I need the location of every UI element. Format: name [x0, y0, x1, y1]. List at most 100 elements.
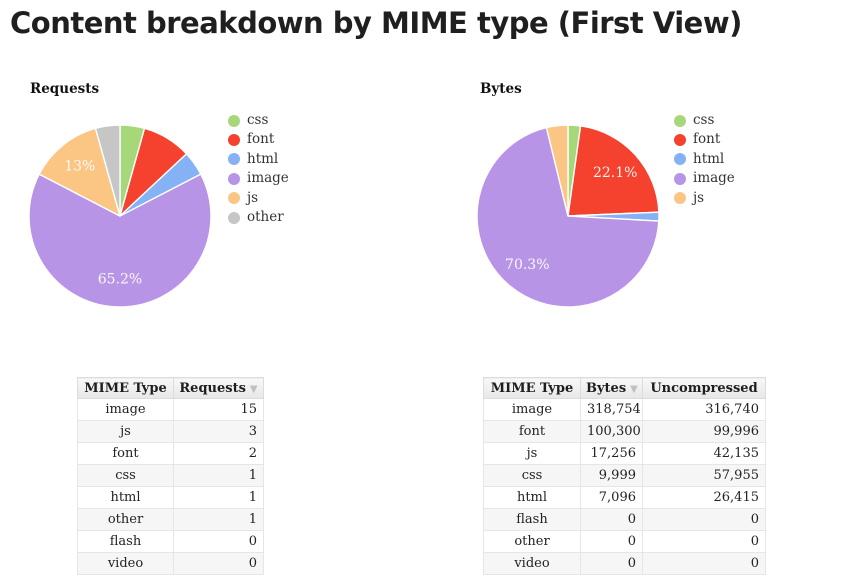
value-cell: 0 — [173, 552, 264, 575]
column-header-bytes[interactable]: Bytes ▼ — [580, 377, 643, 399]
legend-item-html: html — [674, 150, 735, 169]
legend-swatch-icon — [674, 114, 686, 127]
mime-type-cell: other — [77, 508, 174, 531]
legend-swatch-icon — [674, 172, 686, 185]
pie-slice-js — [545, 124, 569, 217]
column-header-uncompressed[interactable]: Uncompressed — [642, 377, 766, 399]
mime-type-cell: html — [77, 486, 174, 509]
legend-label: other — [247, 208, 284, 225]
table-row: video 0 0 — [483, 552, 766, 575]
mime-type-cell: video — [483, 552, 581, 575]
pie-slice-label-image: 65.2% — [98, 272, 142, 288]
legend-label: js — [247, 189, 259, 206]
pie-slice-label-font: 22.1% — [593, 165, 637, 181]
pie-slice-label-image: 70.3% — [505, 257, 549, 273]
mime-type-cell: font — [483, 420, 581, 443]
value-cell: 0 — [642, 552, 766, 575]
value-cell: 26,415 — [642, 486, 766, 509]
pie-slice-image — [476, 126, 660, 308]
bytes-chart-heading: Bytes — [480, 81, 522, 97]
requests-chart-heading: Requests — [30, 81, 100, 97]
table-row: other 1 — [77, 508, 264, 531]
legend-swatch-icon — [228, 134, 240, 147]
mime-type-cell: flash — [483, 508, 581, 531]
value-cell: 15 — [173, 398, 264, 421]
column-header-mime-type[interactable]: MIME Type — [77, 377, 174, 399]
value-cell: 1 — [173, 508, 264, 531]
legend-item-font: font — [228, 130, 289, 149]
pie-slice-label-js: 13% — [64, 159, 95, 175]
mime-type-cell: flash — [77, 530, 174, 553]
legend-label: css — [247, 111, 269, 128]
mime-type-cell: image — [483, 398, 581, 421]
legend-swatch-icon — [228, 192, 240, 205]
legend-label: html — [693, 150, 725, 167]
value-cell: 0 — [580, 508, 643, 531]
legend-swatch-icon — [228, 211, 240, 224]
legend-label: image — [247, 170, 289, 187]
value-cell: 318,754 — [580, 398, 643, 421]
table-row: js 3 — [77, 420, 264, 443]
legend-swatch-icon — [674, 153, 686, 166]
value-cell: 17,256 — [580, 442, 643, 465]
legend-label: image — [693, 170, 735, 187]
requests-legend: css font html image js other — [228, 111, 289, 227]
table-row: flash 0 — [77, 530, 264, 553]
value-cell: 0 — [580, 530, 643, 553]
bytes-table: MIME Type Bytes ▼ Uncompressed image 318,754 3… — [483, 377, 766, 575]
mime-type-cell: js — [77, 420, 174, 443]
value-cell: 3 — [173, 420, 264, 443]
value-cell: 7,096 — [580, 486, 643, 509]
legend-item-css: css — [674, 111, 735, 130]
value-cell: 9,999 — [580, 464, 643, 487]
table-row: html 1 — [77, 486, 264, 509]
value-cell: 100,300 — [580, 420, 643, 443]
legend-item-css: css — [228, 111, 289, 130]
legend-label: font — [247, 131, 275, 148]
table-row: css 1 — [77, 464, 264, 487]
table-row: image 318,754 316,740 — [483, 398, 766, 421]
value-cell: 1 — [173, 486, 264, 509]
mime-type-cell: css — [77, 464, 174, 487]
value-cell: 0 — [642, 508, 766, 531]
pie-slice-other — [94, 124, 121, 217]
mime-type-cell: js — [483, 442, 581, 465]
page-title: Content breakdown by MIME type (First Vi… — [10, 6, 742, 40]
table-row: image 15 — [77, 398, 264, 421]
pie-slice-js — [38, 127, 121, 217]
mime-type-cell: font — [77, 442, 174, 465]
mime-type-cell: other — [483, 530, 581, 553]
bytes-pie-chart: 22.1% 70.3% — [476, 124, 660, 308]
legend-item-other: other — [228, 208, 289, 227]
table-header-row: MIME Type Requests ▼ — [77, 377, 264, 399]
table-header-row: MIME Type Bytes ▼ Uncompressed — [483, 377, 766, 399]
pie-slice-font — [567, 125, 660, 217]
table-row: font 2 — [77, 442, 264, 465]
column-header-mime-type[interactable]: MIME Type — [483, 377, 581, 399]
legend-item-image: image — [674, 169, 735, 188]
legend-swatch-icon — [228, 172, 240, 185]
value-cell: 99,996 — [642, 420, 766, 443]
mime-type-cell: video — [77, 552, 174, 575]
table-row: font 100,300 99,996 — [483, 420, 766, 443]
pie-slice-image — [28, 173, 212, 308]
legend-swatch-icon — [674, 134, 686, 147]
value-cell: 57,955 — [642, 464, 766, 487]
mime-type-cell: html — [483, 486, 581, 509]
requests-pie-chart: 65.2% 13% — [28, 124, 212, 308]
value-cell: 42,135 — [642, 442, 766, 465]
legend-item-js: js — [228, 189, 289, 208]
legend-item-html: html — [228, 150, 289, 169]
legend-label: js — [693, 189, 705, 206]
sort-descending-icon[interactable]: ▼ — [630, 383, 638, 395]
sort-descending-icon[interactable]: ▼ — [249, 383, 258, 395]
requests-table: MIME Type Requests ▼ image 15 js 3 font 2 css 1 htm… — [77, 377, 264, 575]
column-header-requests[interactable]: Requests ▼ — [173, 377, 264, 399]
value-cell: 0 — [642, 530, 766, 553]
legend-label: css — [693, 111, 715, 128]
value-cell: 2 — [173, 442, 264, 465]
value-cell: 0 — [580, 552, 643, 575]
table-row: css 9,999 57,955 — [483, 464, 766, 487]
legend-item-js: js — [674, 189, 735, 208]
